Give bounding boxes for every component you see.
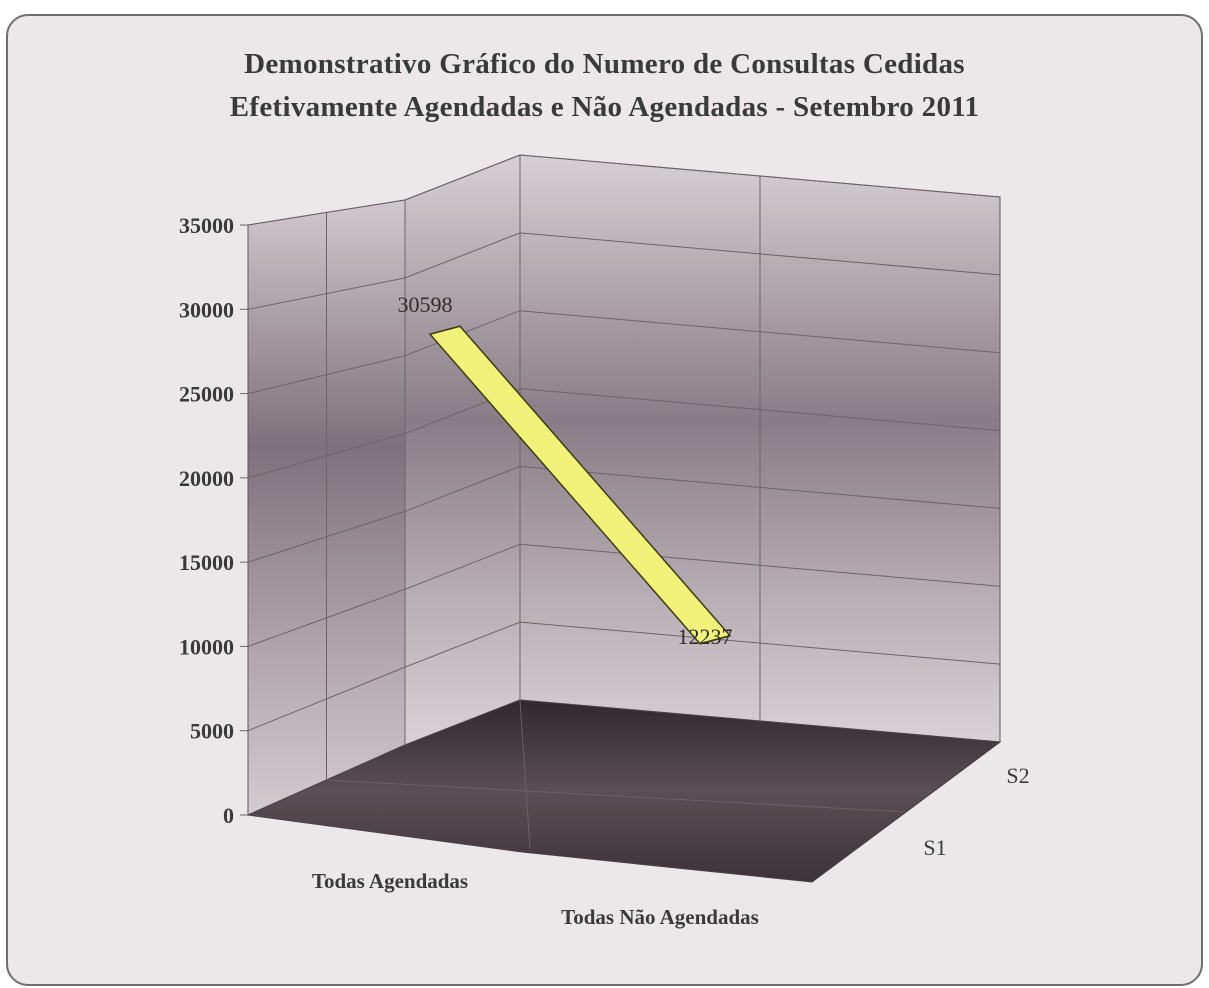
y-tick-label-30000: 30000	[179, 297, 234, 322]
series-point-0	[429, 325, 461, 335]
floor-grid-depth	[326, 779, 907, 813]
depth-label-s2: S2	[1006, 763, 1029, 788]
data-label-1: 12237	[678, 624, 733, 649]
series-point-1	[699, 634, 731, 645]
y-tick-label-35000: 35000	[179, 213, 234, 238]
y-tick-label-0: 0	[223, 803, 234, 828]
floor-grid-category	[519, 699, 531, 849]
depth-label-s1: S1	[923, 835, 946, 860]
chart-title-line-1: Demonstrativo Gráfico do Numero de Consu…	[244, 48, 965, 80]
x-category-label-0: Todas Agendadas	[312, 869, 468, 893]
y-tick-label-15000: 15000	[179, 550, 234, 575]
y-tick-label-20000: 20000	[179, 466, 234, 491]
y-tick-label-10000: 10000	[179, 634, 234, 659]
y-tick-label-25000: 25000	[179, 382, 234, 407]
x-category-label-1: Todas Não Agendadas	[561, 905, 759, 929]
data-label-0: 30598	[398, 292, 453, 317]
chart-title-line-2: Efetivamente Agendadas e Não Agendadas -…	[229, 91, 980, 123]
floor-right-edge	[811, 741, 1001, 883]
y-tick-label-5000: 5000	[190, 719, 234, 744]
